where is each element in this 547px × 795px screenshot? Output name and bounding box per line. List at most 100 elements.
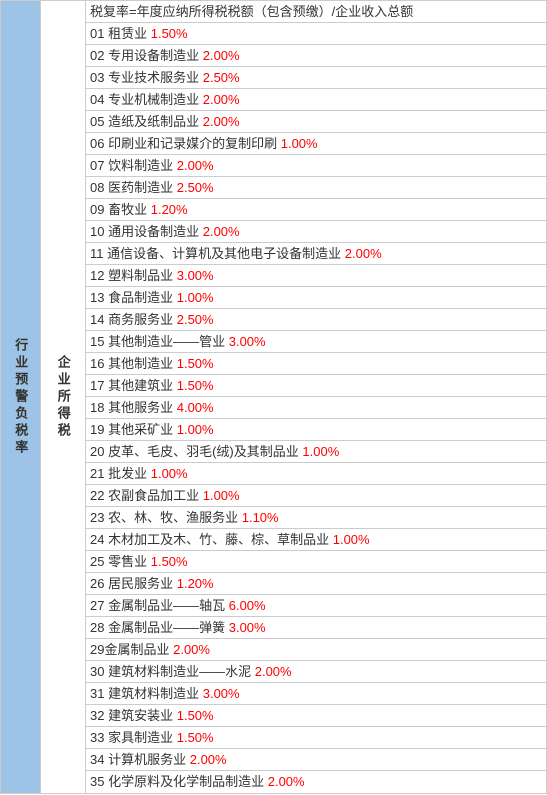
row-rate: 2.00% [203,114,240,129]
row-number: 23 [90,510,104,525]
table-row: 10 通用设备制造业 2.00% [86,221,546,243]
row-rate: 1.00% [203,488,240,503]
row-rate: 1.00% [151,466,188,481]
row-number: 16 [90,356,104,371]
table-row: 05 造纸及纸制品业 2.00% [86,111,546,133]
row-rate: 1.50% [151,554,188,569]
data-column: 税复率=年度应纳所得税税额（包含预缴）/企业收入总额 01 租赁业 1.50%0… [86,1,546,793]
row-label: 木材加工及木、竹、藤、棕、草制品业 [108,532,329,547]
table-row: 16 其他制造业 1.50% [86,353,546,375]
row-label: 租赁业 [108,26,147,41]
row-label: 金属制品业 [104,642,169,657]
row-rate: 1.50% [177,730,214,745]
row-rate: 1.20% [151,202,188,217]
table-row: 11 通信设备、计算机及其他电子设备制造业 2.00% [86,243,546,265]
row-label: 医药制造业 [108,180,173,195]
row-label: 饮料制造业 [108,158,173,173]
row-rate: 2.50% [177,312,214,327]
row-rate: 3.00% [177,268,214,283]
row-number: 33 [90,730,104,745]
row-number: 04 [90,92,104,107]
table-row: 23 农、林、牧、渔服务业 1.10% [86,507,546,529]
row-label: 建筑材料制造业——水泥 [108,664,251,679]
row-label: 化学原料及化学制品制造业 [108,774,264,789]
row-label: 其他制造业——管业 [108,334,225,349]
row-label: 农、林、牧、渔服务业 [108,510,238,525]
row-label: 农副食品加工业 [108,488,199,503]
row-rate: 1.50% [177,708,214,723]
row-number: 29 [90,642,104,657]
mid-header-text: 企业所得税 [55,355,71,440]
row-number: 05 [90,114,104,129]
row-number: 03 [90,70,104,85]
formula-row: 税复率=年度应纳所得税税额（包含预缴）/企业收入总额 [86,1,546,23]
row-label: 其他制造业 [108,356,173,371]
row-rate: 3.00% [229,334,266,349]
table-row: 17 其他建筑业 1.50% [86,375,546,397]
row-label: 造纸及纸制品业 [108,114,199,129]
row-number: 15 [90,334,104,349]
row-label: 专业技术服务业 [108,70,199,85]
row-number: 06 [90,136,104,151]
left-header-column: 行业预警负税率 [1,1,41,793]
row-number: 11 [90,246,104,261]
table-row: 12 塑料制品业 3.00% [86,265,546,287]
row-number: 25 [90,554,104,569]
row-number: 28 [90,620,104,635]
table-row: 08 医药制造业 2.50% [86,177,546,199]
row-number: 35 [90,774,104,789]
row-label: 计算机服务业 [108,752,186,767]
row-rate: 1.00% [177,422,214,437]
table-row: 28 金属制品业——弹簧 3.00% [86,617,546,639]
row-label: 皮革、毛皮、羽毛(绒)及其制品业 [108,444,299,459]
row-label: 批发业 [108,466,147,481]
table-row: 20 皮革、毛皮、羽毛(绒)及其制品业 1.00% [86,441,546,463]
row-number: 12 [90,268,104,283]
row-number: 24 [90,532,104,547]
row-number: 02 [90,48,104,63]
row-rate: 2.00% [190,752,227,767]
row-rate: 2.00% [268,774,305,789]
row-label: 食品制造业 [108,290,173,305]
table-row: 27 金属制品业——轴瓦 6.00% [86,595,546,617]
row-label: 建筑材料制造业 [108,686,199,701]
row-rate: 2.00% [255,664,292,679]
row-rate: 1.00% [177,290,214,305]
row-label: 家具制造业 [108,730,173,745]
table-row: 32 建筑安装业 1.50% [86,705,546,727]
table-row: 13 食品制造业 1.00% [86,287,546,309]
row-rate: 1.10% [242,510,279,525]
row-rate: 1.50% [151,26,188,41]
row-label: 通信设备、计算机及其他电子设备制造业 [107,246,341,261]
row-number: 27 [90,598,104,613]
table-row: 15 其他制造业——管业 3.00% [86,331,546,353]
row-rate: 6.00% [229,598,266,613]
table-row: 14 商务服务业 2.50% [86,309,546,331]
table-row: 26 居民服务业 1.20% [86,573,546,595]
row-label: 通用设备制造业 [108,224,199,239]
table-row: 06 印刷业和记录媒介的复制印刷 1.00% [86,133,546,155]
tax-rate-table: 行业预警负税率 企业所得税 税复率=年度应纳所得税税额（包含预缴）/企业收入总额… [0,0,547,794]
table-row: 07 饮料制造业 2.00% [86,155,546,177]
row-number: 18 [90,400,104,415]
row-rate: 3.00% [203,686,240,701]
row-number: 19 [90,422,104,437]
table-row: 22 农副食品加工业 1.00% [86,485,546,507]
table-row: 01 租赁业 1.50% [86,23,546,45]
row-rate: 2.00% [203,92,240,107]
table-row: 31 建筑材料制造业 3.00% [86,683,546,705]
row-label: 金属制品业——轴瓦 [108,598,225,613]
row-number: 26 [90,576,104,591]
row-number: 01 [90,26,104,41]
row-label: 其他服务业 [108,400,173,415]
row-label: 其他建筑业 [108,378,173,393]
table-row: 03 专业技术服务业 2.50% [86,67,546,89]
row-label: 专用设备制造业 [108,48,199,63]
row-rate: 2.00% [173,642,210,657]
table-row: 02 专用设备制造业 2.00% [86,45,546,67]
row-rate: 2.00% [345,246,382,261]
row-number: 14 [90,312,104,327]
row-number: 21 [90,466,104,481]
table-row: 09 畜牧业 1.20% [86,199,546,221]
row-rate: 2.00% [177,158,214,173]
